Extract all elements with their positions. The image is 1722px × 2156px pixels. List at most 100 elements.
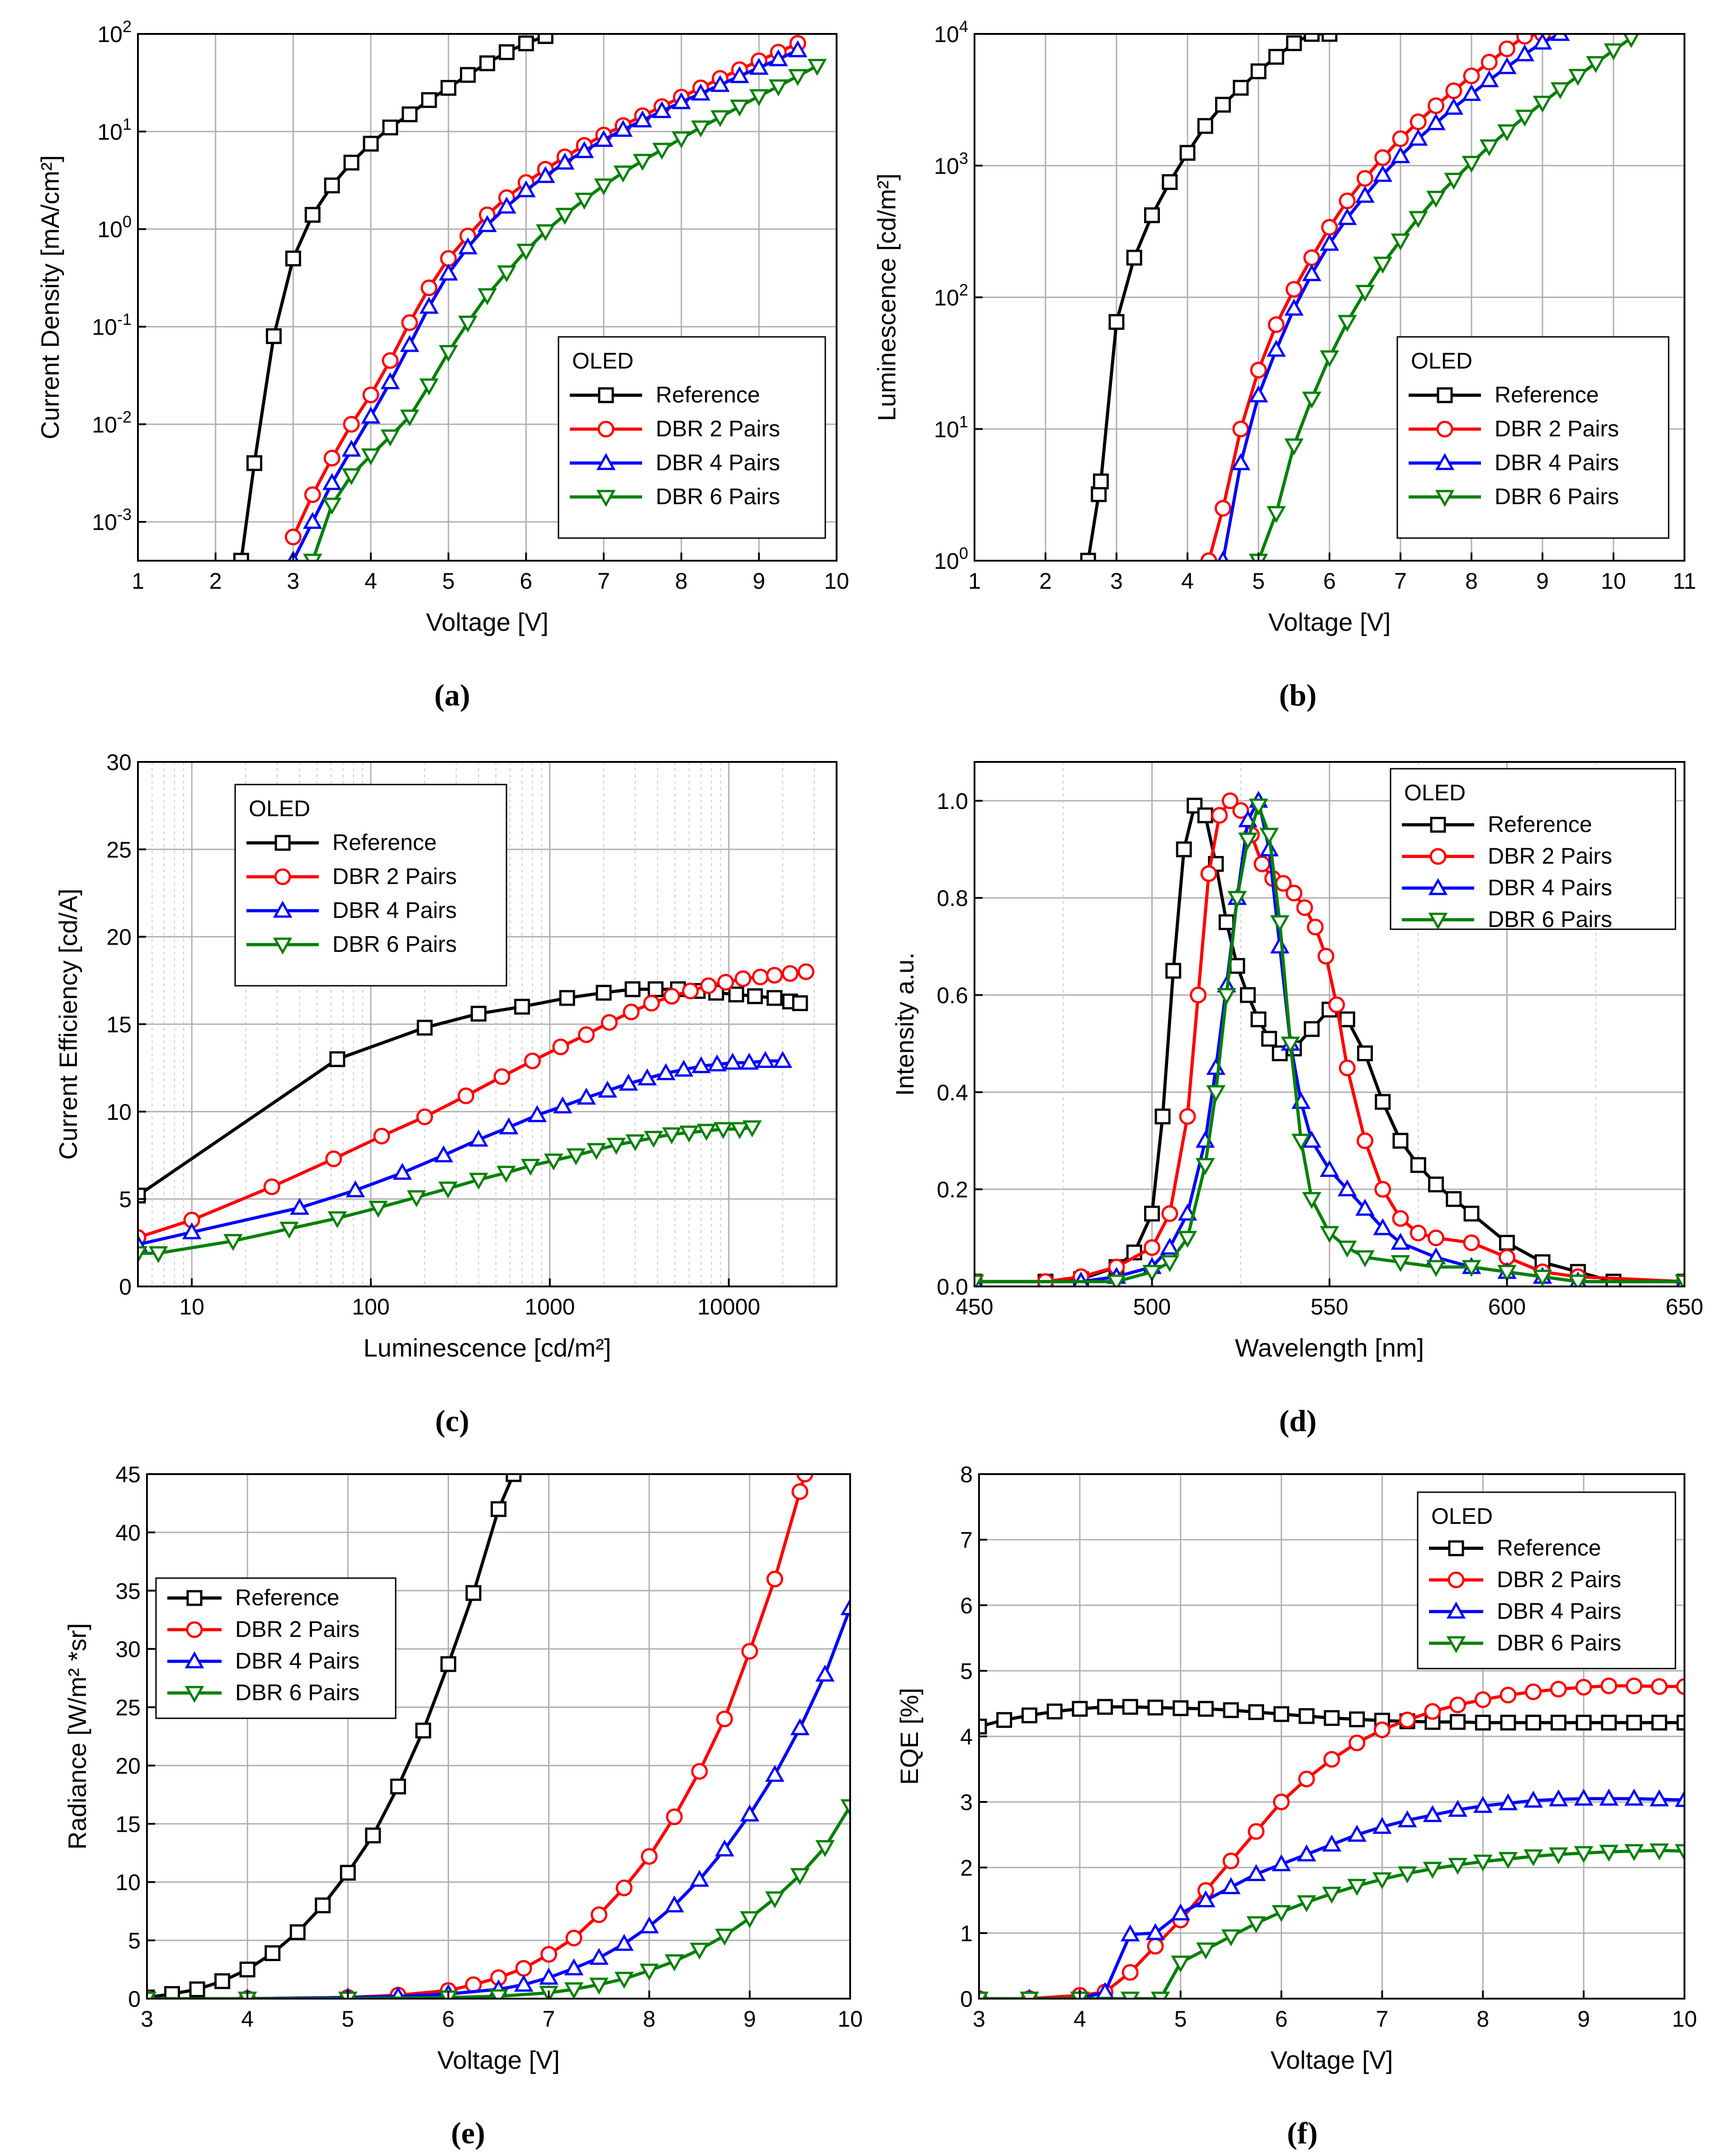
x-tick-label: 9 [1577, 2006, 1590, 2032]
data-point [691, 120, 710, 137]
x-tick-label: 7 [543, 2006, 555, 2032]
y-tick-label: 45 [115, 1462, 141, 1487]
data-point [1021, 1707, 1037, 1724]
data-point [539, 1967, 558, 1985]
data-point [1372, 1872, 1392, 1890]
series-group [233, 34, 827, 561]
data-point [1499, 40, 1515, 57]
data-point [1171, 1903, 1191, 1920]
data-point [1444, 98, 1464, 115]
data-point [1266, 506, 1286, 523]
data-point [1481, 54, 1498, 71]
data-point [1373, 1721, 1391, 1738]
data-point [1197, 118, 1213, 134]
data-point [1298, 1770, 1315, 1787]
data-point [1250, 362, 1267, 379]
data-point [796, 1474, 814, 1483]
data-point [1217, 988, 1236, 1005]
panel-caption: (e) [451, 2116, 485, 2150]
x-tick-label: 10000 [697, 1294, 760, 1319]
data-point [1349, 1711, 1365, 1727]
legend-marker [1448, 1540, 1464, 1556]
legend: OLED Reference DBR 2 Pairs DBR 4 Pairs DBR 6… [234, 784, 507, 987]
data-point [535, 166, 555, 183]
data-point [1196, 1890, 1216, 1907]
data-point [1649, 1843, 1669, 1861]
data-point [419, 297, 439, 314]
data-point [1268, 316, 1285, 333]
data-point [361, 407, 381, 424]
data-point [1601, 1715, 1617, 1731]
data-point [1221, 1929, 1241, 1947]
data-point [514, 1974, 534, 1992]
x-tick-label: 500 [1133, 1294, 1171, 1319]
data-point [1500, 1687, 1517, 1704]
data-point [1229, 958, 1245, 974]
y-tick-label: 103 [934, 149, 968, 179]
legend-entry: Reference [235, 1585, 340, 1610]
data-point [1195, 1158, 1215, 1175]
legend-entry: DBR 6 Pairs [1497, 1630, 1621, 1655]
data-point [1239, 987, 1256, 1003]
data-point [1144, 1206, 1160, 1222]
series-group [1080, 34, 1639, 561]
data-point [564, 1982, 584, 1999]
data-point [1474, 1691, 1491, 1708]
data-point [1304, 1021, 1320, 1037]
data-point [1320, 350, 1339, 368]
legend-entry: DBR 2 Pairs [1488, 843, 1612, 869]
data-point [1516, 34, 1533, 45]
data-point [742, 1120, 762, 1138]
data-point [1410, 1157, 1426, 1173]
data-point [1373, 1218, 1393, 1235]
legend-marker [597, 421, 615, 438]
data-point [749, 57, 769, 75]
data-point [544, 1154, 563, 1171]
legend-marker [1437, 387, 1453, 403]
data-point [1391, 146, 1410, 163]
series-line-reference [1086, 34, 1329, 561]
data-point [739, 1052, 759, 1070]
data-point [304, 486, 321, 503]
data-point [1286, 884, 1302, 902]
data-point [1568, 1274, 1588, 1286]
data-point [496, 1166, 516, 1183]
data-point [470, 1006, 487, 1022]
data-point [1284, 438, 1304, 456]
data-point [1347, 1879, 1367, 1896]
data-point [416, 1108, 433, 1125]
data-point [639, 1916, 659, 1934]
axis-ticks: 10 100 1000 10000 0 5 10 15 20 25 30 [106, 750, 760, 1319]
data-point [788, 40, 808, 57]
data-point [1302, 1192, 1322, 1209]
y-tick-label: 25 [115, 1695, 141, 1721]
data-point [304, 207, 321, 223]
data-point [1120, 1991, 1140, 1999]
data-point [1197, 1701, 1214, 1717]
data-point [1392, 1210, 1409, 1227]
data-point [633, 154, 653, 171]
data-point [322, 497, 342, 515]
x-tick-label: 4 [1074, 2006, 1086, 2032]
y-tick-label: 10-2 [92, 407, 132, 437]
data-point [506, 1474, 522, 1482]
y-tick-label: 100 [934, 544, 968, 574]
data-point [1187, 798, 1203, 814]
y-tick-label: 102 [97, 17, 132, 47]
data-point [1498, 1852, 1518, 1869]
data-point [1190, 987, 1207, 1004]
data-point [591, 1906, 608, 1923]
legend-marker [1436, 421, 1453, 438]
data-point [723, 1052, 743, 1070]
data-point [345, 1180, 365, 1197]
data-point [1423, 1862, 1443, 1879]
y-tick-label: 15 [115, 1811, 141, 1837]
data-point [1515, 109, 1535, 127]
x-tick-label: 10 [824, 568, 849, 594]
legend: OLED Reference DBR 2 Pairs DBR 4 Pairs DBR 6… [558, 336, 826, 539]
data-point [363, 136, 379, 152]
data-point [1259, 839, 1279, 856]
x-tick-label: 10 [179, 1294, 204, 1319]
data-point [1108, 314, 1125, 330]
